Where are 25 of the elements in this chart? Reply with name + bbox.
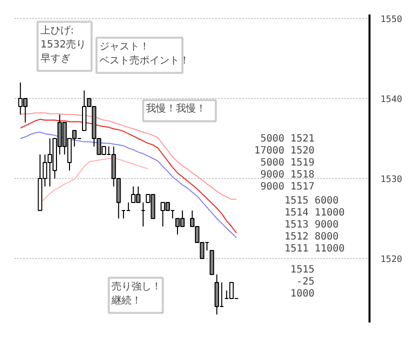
y-tick-label: 1550 (380, 15, 402, 25)
annotation: ジャスト！ベスト売ポイント！ (99, 41, 190, 66)
text: 1512 8000 (284, 232, 339, 242)
text: 5000 1519 (260, 158, 315, 168)
line-series (20, 112, 237, 200)
text: 9000 1517 (260, 182, 315, 192)
annotation: 我慢！我慢！ (146, 102, 206, 115)
annotation: 売り強し！継続！ (110, 280, 162, 306)
text: 1511 11000 (284, 244, 345, 254)
text: 1515 6000 (284, 196, 339, 206)
y-tick-label: 1520 (380, 255, 402, 265)
text: 1514 11000 (284, 208, 345, 218)
candlestick (229, 282, 234, 299)
text: 1000 (290, 288, 315, 300)
text: 17000 1520 (254, 146, 315, 156)
y-tick-label: 1530 (380, 175, 402, 185)
text: 1515 (290, 264, 315, 276)
text: 9000 1518 (260, 170, 315, 180)
text: 5000 1521 (260, 134, 315, 144)
text: 1513 9000 (284, 220, 339, 230)
text: -25 (296, 276, 314, 288)
y-tick-label: 1540 (380, 95, 402, 105)
candlestick (214, 274, 220, 315)
candlestick (210, 250, 214, 275)
annotation: 上ひげ:1532売り早すぎ (40, 24, 86, 64)
